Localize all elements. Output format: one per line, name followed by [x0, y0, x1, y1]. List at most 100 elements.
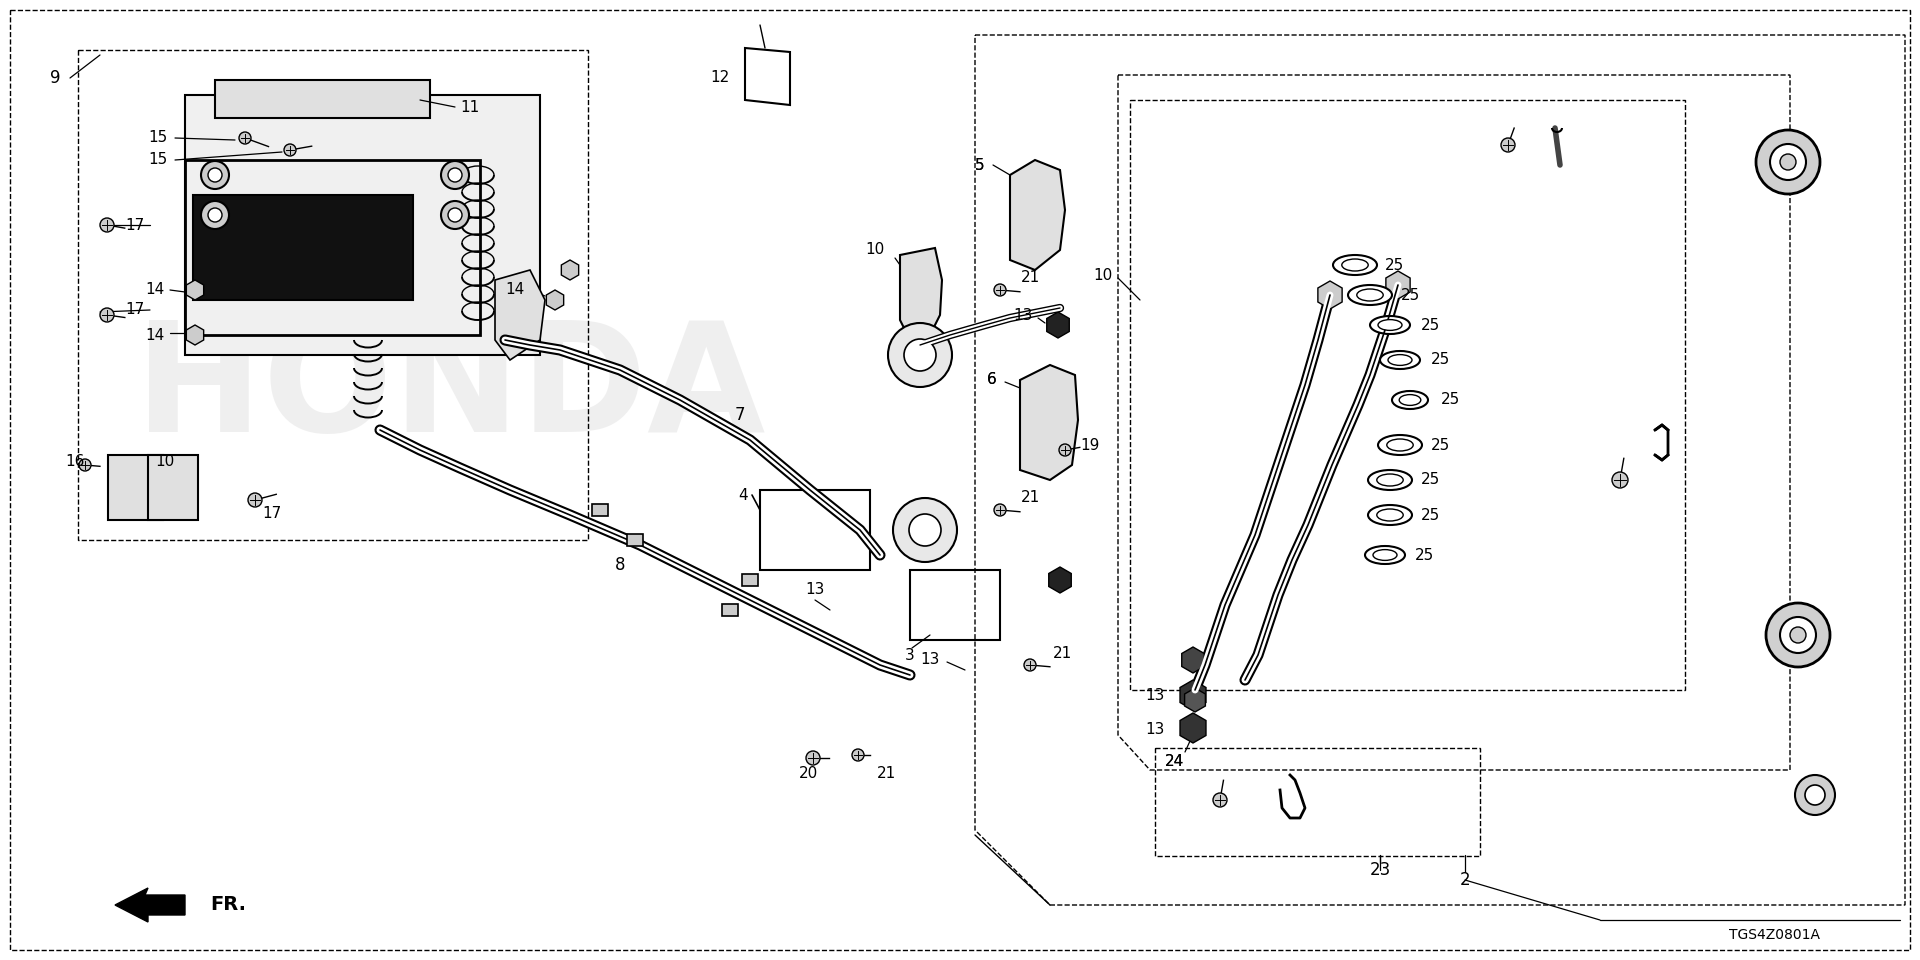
Text: 12: 12 [710, 70, 730, 85]
Circle shape [852, 749, 864, 761]
Circle shape [1613, 472, 1628, 488]
Text: 24: 24 [1165, 755, 1185, 770]
Bar [79, 50, 588, 540]
Circle shape [1213, 793, 1227, 807]
Text: 25: 25 [1415, 547, 1434, 563]
Polygon shape [745, 48, 789, 105]
Text: 21: 21 [1020, 271, 1039, 285]
Bar [148, 455, 198, 520]
Ellipse shape [1367, 505, 1411, 525]
Text: 8: 8 [614, 556, 626, 574]
Polygon shape [186, 280, 204, 300]
Text: 15: 15 [148, 131, 167, 146]
Polygon shape [495, 270, 545, 360]
Ellipse shape [1357, 289, 1382, 301]
Circle shape [887, 323, 952, 387]
Text: 17: 17 [263, 507, 282, 521]
Text: 13: 13 [1146, 723, 1165, 737]
Text: 6: 6 [987, 372, 996, 388]
Circle shape [1770, 144, 1807, 180]
Text: 13: 13 [920, 653, 939, 667]
Ellipse shape [1371, 316, 1409, 334]
Circle shape [1766, 603, 1830, 667]
Ellipse shape [1377, 509, 1404, 521]
Text: 24: 24 [1165, 755, 1185, 770]
Text: 4: 4 [737, 488, 747, 502]
Text: 6: 6 [987, 372, 996, 388]
Polygon shape [1185, 688, 1206, 712]
Circle shape [202, 161, 228, 189]
Polygon shape [1010, 160, 1066, 270]
Text: 14: 14 [505, 282, 524, 298]
Text: HONDA: HONDA [134, 316, 766, 465]
Text: 13: 13 [804, 583, 826, 597]
Circle shape [248, 493, 261, 507]
Bar [1131, 100, 1686, 690]
Ellipse shape [1332, 255, 1377, 275]
Circle shape [1789, 627, 1807, 643]
Text: 11: 11 [461, 100, 480, 114]
Ellipse shape [1342, 259, 1369, 271]
Circle shape [1795, 775, 1836, 815]
Text: 25: 25 [1421, 472, 1440, 488]
Circle shape [79, 459, 90, 471]
Circle shape [447, 168, 463, 182]
Circle shape [1780, 617, 1816, 653]
Bar [741, 574, 758, 586]
Text: TGS4Z0801A: TGS4Z0801A [1730, 928, 1820, 942]
Bar [108, 455, 163, 520]
Ellipse shape [1367, 470, 1411, 490]
Polygon shape [561, 260, 578, 280]
Text: 10: 10 [866, 243, 885, 257]
Circle shape [100, 308, 113, 322]
Circle shape [995, 284, 1006, 296]
Circle shape [207, 208, 223, 222]
Text: 2: 2 [1459, 871, 1471, 889]
Circle shape [1501, 138, 1515, 152]
Text: 23: 23 [1369, 861, 1390, 879]
Circle shape [1780, 154, 1795, 170]
Text: 25: 25 [1421, 318, 1440, 332]
Text: 25: 25 [1440, 393, 1459, 407]
Ellipse shape [1400, 395, 1421, 405]
Circle shape [442, 201, 468, 229]
Polygon shape [1048, 567, 1071, 593]
Text: 14: 14 [146, 282, 165, 298]
Circle shape [893, 498, 956, 562]
Text: FR.: FR. [209, 896, 246, 915]
Text: 25: 25 [1430, 438, 1450, 452]
Polygon shape [1317, 281, 1342, 309]
Circle shape [442, 161, 468, 189]
Bar [591, 504, 609, 516]
Ellipse shape [1379, 320, 1402, 330]
Ellipse shape [1386, 439, 1413, 451]
Ellipse shape [1379, 435, 1423, 455]
Polygon shape [1020, 365, 1077, 480]
Text: 10: 10 [156, 454, 175, 469]
Text: 20: 20 [799, 765, 818, 780]
Text: 13: 13 [1146, 687, 1165, 703]
Text: 25: 25 [1386, 257, 1405, 273]
Polygon shape [547, 290, 564, 310]
Text: 5: 5 [975, 157, 985, 173]
Text: 3: 3 [904, 647, 914, 662]
Text: 10: 10 [1092, 268, 1112, 282]
Text: 25: 25 [1430, 352, 1450, 368]
Ellipse shape [1388, 354, 1411, 366]
Circle shape [1023, 659, 1037, 671]
Circle shape [806, 751, 820, 765]
Bar [184, 95, 540, 355]
Circle shape [1805, 785, 1826, 805]
Bar [628, 534, 643, 546]
Text: 14: 14 [146, 327, 165, 343]
Bar [184, 160, 480, 335]
Polygon shape [1181, 713, 1206, 743]
Text: 25: 25 [1400, 287, 1419, 302]
Circle shape [1757, 130, 1820, 194]
Polygon shape [186, 325, 204, 345]
Ellipse shape [1365, 546, 1405, 564]
Circle shape [202, 201, 228, 229]
Text: 7: 7 [735, 406, 745, 424]
Bar [215, 80, 430, 118]
Text: 15: 15 [148, 153, 167, 167]
